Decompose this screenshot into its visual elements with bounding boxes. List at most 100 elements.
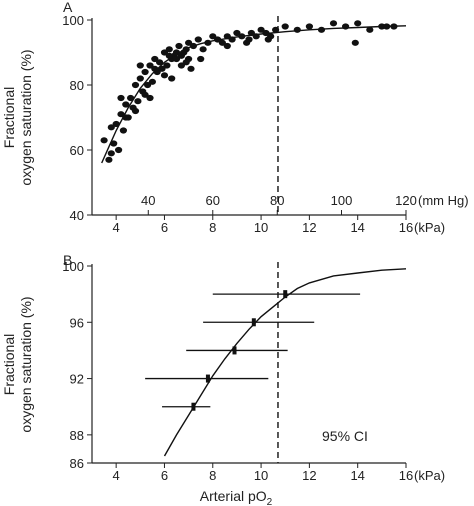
data-point — [293, 26, 301, 33]
x-tick-label: 6 — [161, 468, 168, 483]
data-point — [148, 78, 156, 85]
data-point — [168, 75, 176, 82]
data-point — [383, 23, 391, 30]
data-point — [117, 94, 125, 102]
mean-marker — [191, 402, 196, 411]
y-axis-label-line2: oxygen saturation (%) — [18, 49, 34, 185]
data-point — [182, 59, 190, 66]
data-point — [107, 124, 115, 131]
data-point — [233, 29, 241, 37]
data-point — [110, 140, 118, 147]
data-point — [189, 42, 197, 50]
data-point — [390, 23, 398, 30]
data-point — [264, 36, 272, 43]
mmhg-tick-label: 80 — [270, 193, 284, 208]
x-tick-label: 12 — [302, 220, 316, 235]
data-point — [214, 36, 222, 43]
data-point — [354, 20, 362, 27]
data-point — [131, 81, 140, 89]
x-tick-label: 14 — [350, 468, 364, 483]
mean-marker — [232, 346, 237, 355]
mean-marker — [283, 290, 288, 299]
data-point — [122, 114, 130, 121]
data-point — [238, 33, 246, 40]
x-tick-label: 4 — [113, 220, 120, 235]
data-point — [199, 46, 207, 53]
data-point — [107, 150, 115, 157]
data-point — [136, 62, 144, 69]
x-tick-label: 16 — [399, 220, 413, 235]
y-tick-label: 86 — [70, 456, 84, 471]
mmhg-tick-label: 100 — [331, 193, 353, 208]
data-point — [228, 36, 236, 43]
mmhg-tick-label: 40 — [141, 193, 155, 208]
x-tick-label: 4 — [113, 468, 120, 483]
data-point — [204, 39, 212, 46]
x-unit-label: (kPa) — [414, 468, 445, 483]
data-point — [165, 46, 173, 53]
x-axis-label: Arterial pO2 — [200, 488, 273, 506]
data-point — [272, 26, 280, 33]
data-point — [342, 23, 350, 30]
x-tick-label: 16 — [399, 468, 413, 483]
x-tick-label: 14 — [350, 220, 364, 235]
y-tick-label: 100 — [62, 13, 84, 28]
data-point — [172, 49, 181, 56]
y-axis-label-line1: Fractional — [1, 334, 17, 395]
y-tick-label: 80 — [70, 78, 84, 93]
panel-b: B 86 88 92 96 100 4 6 8 10 12 14 16 (kPa) Fractional o… — [1, 252, 445, 506]
data-point — [175, 42, 183, 50]
x-tick-label: 10 — [254, 468, 268, 483]
mean-marker — [205, 374, 210, 383]
y-axis-label-line1: Fractional — [1, 87, 17, 148]
data-point — [223, 42, 231, 50]
data-point — [141, 68, 149, 76]
x-tick-label: 12 — [302, 468, 316, 483]
mmhg-tick-label: 120 — [395, 193, 417, 208]
data-point — [160, 72, 169, 79]
data-point — [165, 52, 173, 59]
data-point — [172, 55, 181, 63]
data-point — [122, 101, 130, 108]
data-point — [146, 94, 154, 102]
data-point — [151, 55, 159, 63]
fitted-curve — [163, 268, 407, 457]
mmhg-unit-label: (mm Hg) — [418, 193, 469, 208]
y-tick-label: 88 — [70, 428, 84, 443]
x-tick-label: 6 — [161, 220, 168, 235]
data-point — [194, 36, 202, 43]
mean-marker — [251, 318, 256, 327]
panel-b-tag: B — [63, 252, 72, 268]
data-point — [317, 26, 326, 33]
y-tick-label: 96 — [70, 315, 84, 330]
y-tick-label: 92 — [70, 372, 84, 387]
panel-a-tag: A — [63, 0, 73, 15]
data-point — [351, 39, 359, 46]
y-axis-label-line2: oxygen saturation (%) — [18, 296, 34, 432]
y-tick-label: 40 — [70, 208, 84, 223]
data-point — [252, 33, 260, 40]
x-axis-label-subscript: 2 — [267, 497, 273, 506]
x-unit-label: (kPa) — [414, 220, 445, 235]
ci-annotation: 95% CI — [322, 428, 368, 444]
data-point — [218, 39, 226, 46]
data-point — [366, 26, 374, 33]
data-point — [131, 107, 140, 115]
data-point — [156, 59, 164, 66]
data-point — [119, 127, 127, 134]
data-point — [245, 36, 253, 43]
x-tick-label: 10 — [254, 220, 268, 235]
data-point — [151, 65, 159, 72]
data-point — [127, 94, 135, 102]
y-tick-label: 60 — [70, 143, 84, 158]
mmhg-tick-label: 60 — [206, 193, 220, 208]
data-point — [115, 146, 123, 154]
data-point — [141, 91, 149, 98]
data-point — [329, 20, 338, 27]
data-point — [117, 111, 125, 118]
data-point — [247, 29, 255, 37]
y-tick-label: 100 — [62, 259, 84, 274]
data-point — [262, 29, 270, 37]
x-tick-label: 8 — [209, 220, 216, 235]
data-point — [163, 62, 171, 69]
